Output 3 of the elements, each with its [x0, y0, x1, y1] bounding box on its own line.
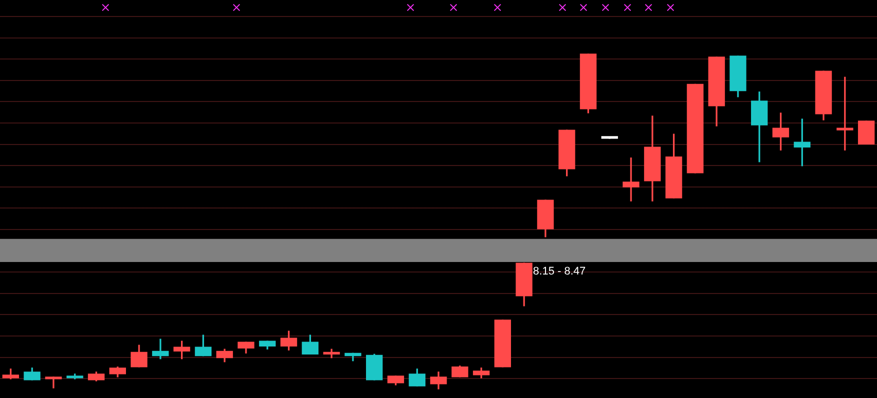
candlestick	[622, 158, 640, 202]
candlestick	[45, 376, 62, 388]
band-label: 8.15 - 8.47	[533, 266, 586, 278]
